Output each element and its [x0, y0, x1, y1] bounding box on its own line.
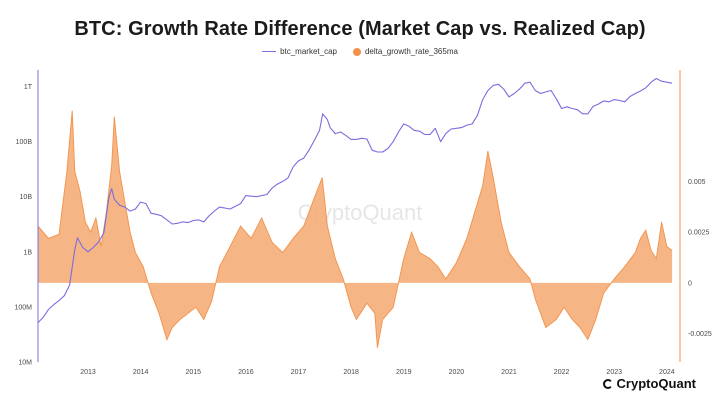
y-left-tick-label: 1B [23, 249, 32, 256]
legend-dot-swatch [352, 47, 361, 56]
x-tick-label: 2024 [659, 369, 675, 376]
x-tick-label: 2021 [501, 369, 517, 376]
y-right-tick-label: -0.0025 [688, 331, 712, 338]
y-right-tick-label: 0.0025 [688, 230, 710, 237]
x-tick-label: 2023 [606, 369, 622, 376]
y-right-tick-label: 0 [688, 280, 692, 287]
brand-icon [602, 378, 613, 389]
legend-item-delta[interactable]: delta_growth_rate_365ma [352, 47, 458, 56]
delta-area-group [38, 110, 673, 348]
y-left-tick-label: 10M [18, 360, 32, 367]
brand-name: CryptoQuant [616, 376, 696, 391]
x-tick-label: 2016 [238, 369, 254, 376]
x-tick-label: 2014 [133, 369, 149, 376]
y-left-tick-label: 10B [20, 194, 33, 201]
legend-line-swatch [262, 51, 277, 52]
legend-label-delta: delta_growth_rate_365ma [364, 47, 458, 56]
x-tick-label: 2019 [396, 369, 412, 376]
market-cap-line-group [38, 77, 673, 323]
x-tick-label: 2022 [554, 369, 570, 376]
y-left-tick-label: 1T [24, 84, 33, 91]
brand-logo: CryptoQuant [602, 376, 696, 391]
y-left-tick-label: 100B [16, 139, 33, 146]
legend: btc_market_cap delta_growth_rate_365ma [0, 47, 720, 56]
legend-item-market-cap[interactable]: btc_market_cap [262, 47, 337, 56]
delta-area-fill [38, 110, 673, 348]
y-left-tick-label: 100M [14, 304, 32, 311]
x-tick-label: 2017 [291, 369, 307, 376]
x-tick-label: 2015 [185, 369, 201, 376]
legend-label-market-cap: btc_market_cap [280, 47, 337, 56]
delta-area-line [38, 110, 673, 348]
chart-title: BTC: Growth Rate Difference (Market Cap … [74, 18, 646, 40]
market-cap-line [38, 77, 673, 323]
x-tick-label: 2018 [343, 369, 359, 376]
x-tick-label: 2020 [449, 369, 465, 376]
y-right-tick-label: 0.005 [688, 179, 706, 186]
axes-group: 10M 100M 1B 10B 100B 1T -0.0025 0 0.0025 0.005 201… [14, 70, 712, 376]
x-tick-label: 2013 [80, 369, 96, 376]
